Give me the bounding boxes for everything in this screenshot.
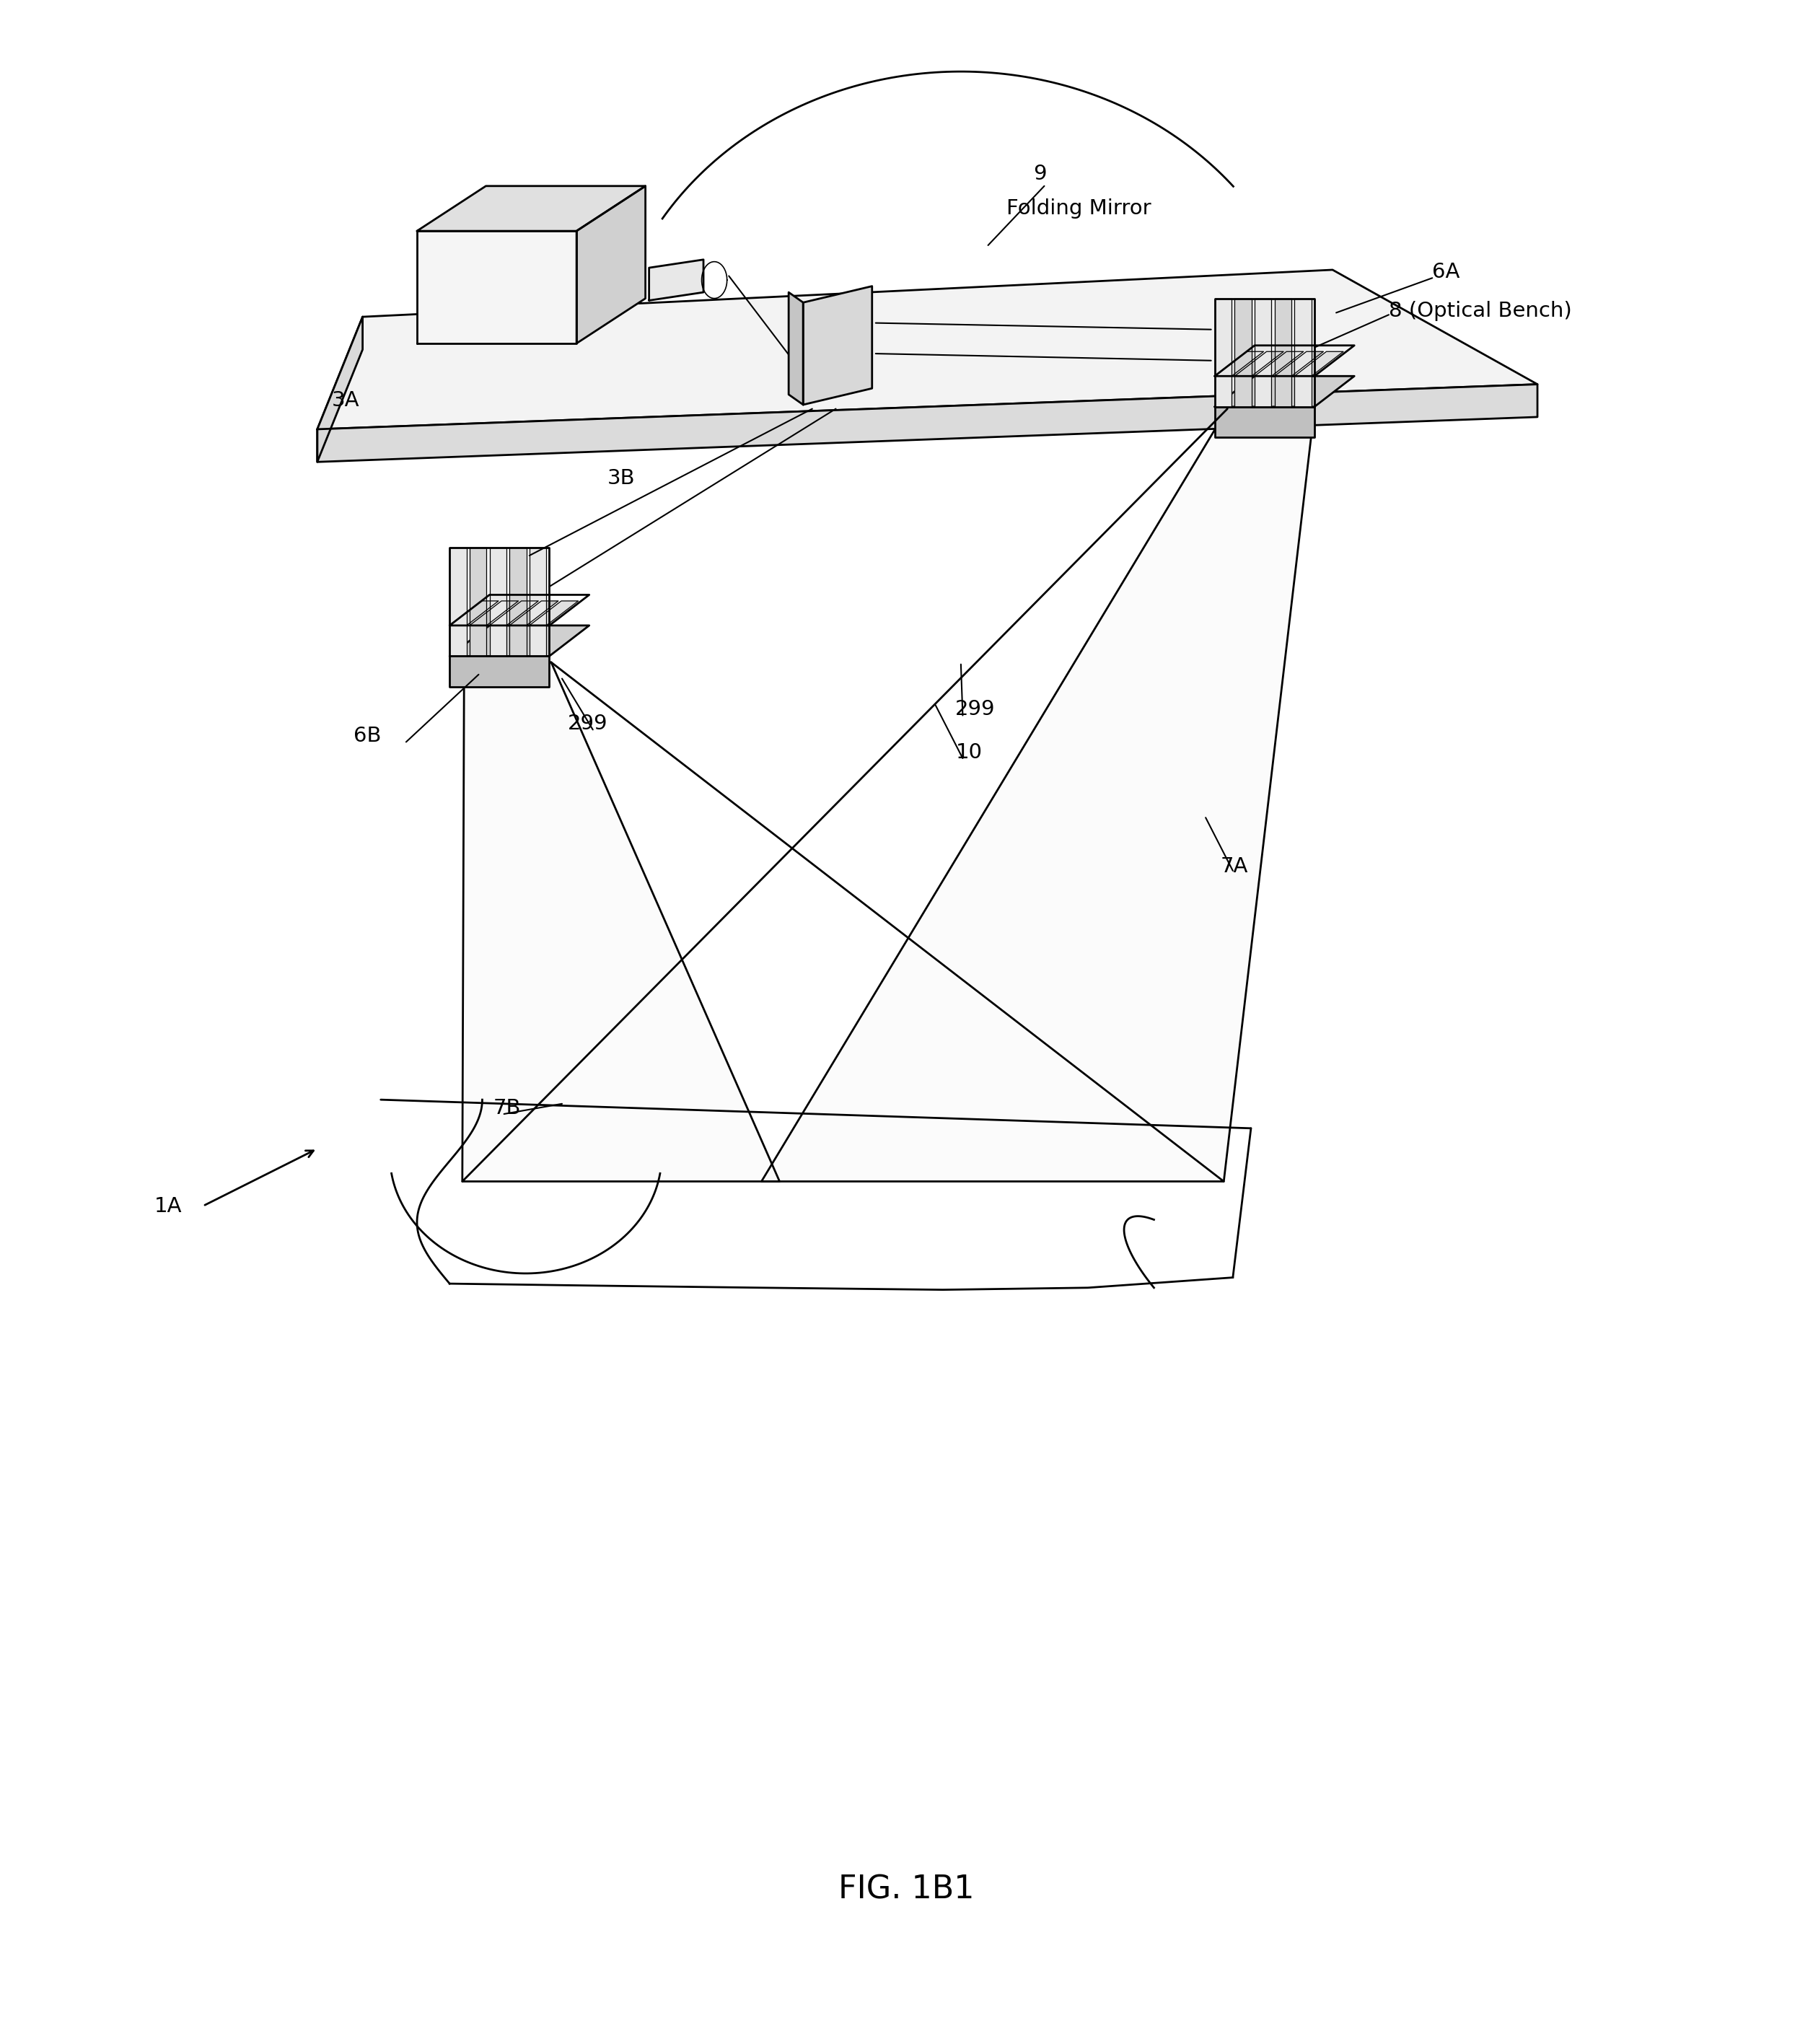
Polygon shape xyxy=(490,548,506,656)
Text: 299: 299 xyxy=(955,699,995,719)
Text: 3A: 3A xyxy=(332,390,359,411)
Polygon shape xyxy=(417,231,577,343)
Polygon shape xyxy=(450,548,466,656)
Polygon shape xyxy=(789,292,803,405)
Polygon shape xyxy=(1215,407,1314,437)
Polygon shape xyxy=(1215,352,1264,376)
Polygon shape xyxy=(462,662,780,1181)
Polygon shape xyxy=(1294,298,1311,407)
Polygon shape xyxy=(1215,298,1231,407)
Polygon shape xyxy=(649,260,703,300)
Text: FIG. 1B1: FIG. 1B1 xyxy=(838,1874,975,1905)
Polygon shape xyxy=(317,384,1537,462)
Text: 7A: 7A xyxy=(1220,856,1247,877)
Polygon shape xyxy=(529,601,578,625)
Text: Folding Mirror: Folding Mirror xyxy=(1006,198,1151,219)
Polygon shape xyxy=(1215,376,1354,407)
Text: 9: 9 xyxy=(1033,164,1046,184)
Polygon shape xyxy=(490,601,538,625)
Polygon shape xyxy=(509,548,526,656)
Polygon shape xyxy=(1255,352,1304,376)
Text: 1A: 1A xyxy=(154,1196,181,1216)
Polygon shape xyxy=(417,186,645,231)
Polygon shape xyxy=(1235,298,1251,407)
Text: 6A: 6A xyxy=(1432,262,1459,282)
Polygon shape xyxy=(450,656,549,687)
Polygon shape xyxy=(577,186,645,343)
Text: 6B: 6B xyxy=(354,726,381,746)
Polygon shape xyxy=(450,601,499,625)
Text: 10: 10 xyxy=(955,742,983,762)
Polygon shape xyxy=(761,409,1314,1181)
Polygon shape xyxy=(470,601,519,625)
Polygon shape xyxy=(1275,298,1291,407)
Polygon shape xyxy=(450,625,589,656)
Polygon shape xyxy=(1294,352,1343,376)
Polygon shape xyxy=(1255,298,1271,407)
Polygon shape xyxy=(1275,352,1323,376)
Polygon shape xyxy=(317,317,363,462)
Polygon shape xyxy=(317,270,1537,429)
Text: 3B: 3B xyxy=(607,468,635,489)
Text: 8 (Optical Bench): 8 (Optical Bench) xyxy=(1389,300,1572,321)
Polygon shape xyxy=(803,286,872,405)
Polygon shape xyxy=(529,548,546,656)
Text: 299: 299 xyxy=(567,713,607,734)
Text: 7B: 7B xyxy=(493,1098,520,1118)
Polygon shape xyxy=(470,548,486,656)
Polygon shape xyxy=(509,601,558,625)
Polygon shape xyxy=(1235,352,1284,376)
